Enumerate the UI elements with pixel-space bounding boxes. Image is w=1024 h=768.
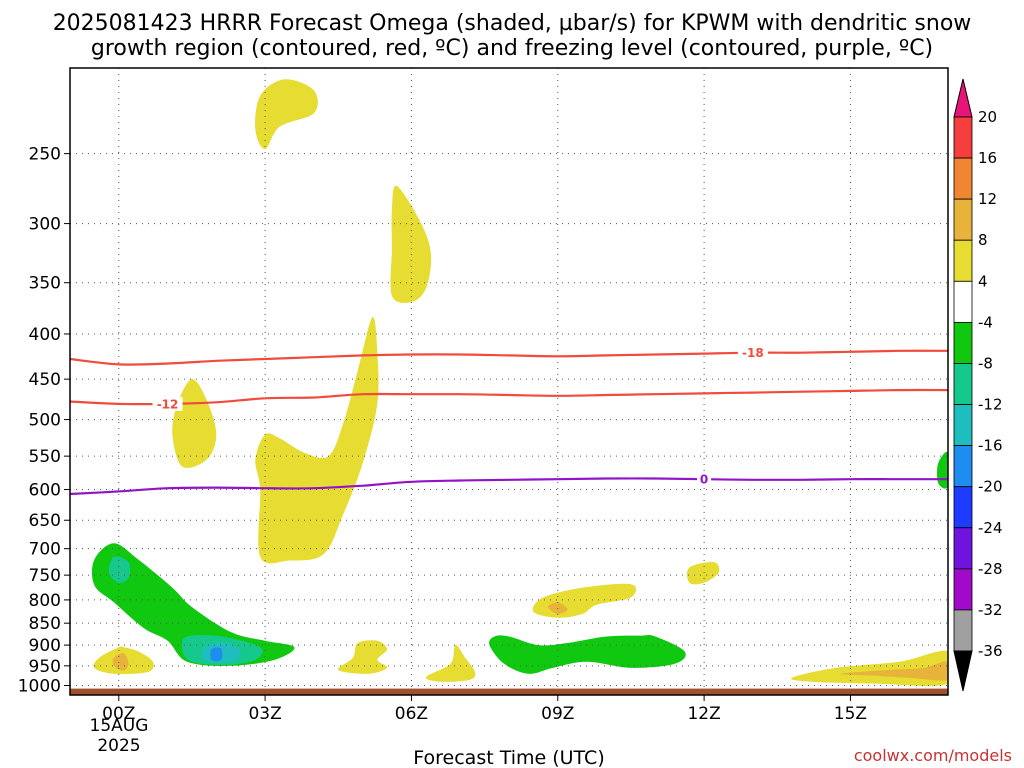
contour-line <box>70 349 948 366</box>
omega-region <box>210 647 223 662</box>
colorbar-label: -32 <box>978 601 1003 619</box>
omega-region <box>172 379 217 468</box>
omega-region <box>112 653 129 671</box>
contour-label: -18 <box>742 346 764 360</box>
omega-region <box>489 635 686 674</box>
x-tick-label: 09Z <box>541 704 574 724</box>
contour-layer: -18 -12 0 <box>70 345 948 496</box>
y-tick-label: 300 <box>29 215 61 235</box>
omega-region <box>255 79 318 150</box>
y-tick-label: 1000 <box>18 677 61 697</box>
x-tick-label: 03Z <box>248 704 281 724</box>
y-tick-label: 850 <box>29 614 61 634</box>
terrain-bar <box>70 688 948 695</box>
colorbar-label: -20 <box>978 478 1003 496</box>
x-tick-label: 12Z <box>687 704 720 724</box>
omega-region <box>255 317 379 564</box>
y-tick-label: 350 <box>29 274 61 294</box>
colorbar-label: -36 <box>978 642 1003 660</box>
colorbar-label: -16 <box>978 437 1003 455</box>
contour-line <box>70 388 948 406</box>
plot-background <box>70 68 948 695</box>
contour-line <box>70 477 948 496</box>
contour-label: -12 <box>157 397 179 411</box>
x-tick-label: 00Z <box>102 704 135 724</box>
contour-label: 0 <box>700 473 708 487</box>
colorbar-label: 20 <box>978 108 997 126</box>
omega-region <box>91 543 295 666</box>
colorbar-segment <box>953 157 973 200</box>
omega-region <box>425 645 476 682</box>
contour-label-bg <box>737 345 768 360</box>
colorbar-segment <box>953 609 973 652</box>
colorbar-label: -8 <box>978 354 993 372</box>
y-tick-label: 650 <box>29 511 61 531</box>
colorbar-label: -12 <box>978 396 1003 414</box>
contour-label-bg <box>697 472 712 487</box>
contour-label-bg <box>152 396 183 411</box>
omega-region <box>338 640 388 674</box>
terrain-layer <box>70 688 948 695</box>
colorbar-label: 8 <box>978 231 988 249</box>
y-tick-label: 950 <box>29 657 61 677</box>
colorbar-label: 4 <box>978 272 988 290</box>
x-axis-ticks: 00Z 03Z 06Z 09Z 12Z 15Z <box>102 695 867 724</box>
omega-region <box>686 561 720 585</box>
colorbar-label: 12 <box>978 190 997 208</box>
y-tick-label: 700 <box>29 540 61 560</box>
y-tick-label: 750 <box>29 566 61 586</box>
colorbar-label: 16 <box>978 149 997 167</box>
credit-text[interactable]: coolwx.com/models <box>854 746 1012 765</box>
y-tick-label: 550 <box>29 447 61 467</box>
y-tick-label: 250 <box>29 145 61 165</box>
colorbar-label: -4 <box>978 313 993 331</box>
colorbar-segment <box>953 527 973 570</box>
y-tick-label: 900 <box>29 636 61 656</box>
plot-frame <box>69 67 949 696</box>
colorbar-label: -24 <box>978 519 1003 537</box>
colorbar: 20 16 12 8 4 -4 -8 -12 -16 -20 -24 -28 -32 -36 <box>953 78 1003 692</box>
chart-title-line-2: growth region (contoured, red, ºC) and f… <box>91 36 933 61</box>
x-axis-label: Forecast Time (UTC) <box>413 747 604 768</box>
omega-region <box>390 185 432 303</box>
x-tick-label: 06Z <box>395 704 428 724</box>
y-tick-label: 800 <box>29 591 61 611</box>
colorbar-segment <box>953 116 973 159</box>
y-tick-label: 400 <box>29 325 61 345</box>
colorbar-segment <box>953 445 973 488</box>
x-date-year: 2025 <box>97 736 140 756</box>
colorbar-segment <box>953 239 973 282</box>
colorbar-segment <box>953 568 973 611</box>
colorbar-segment <box>953 404 973 447</box>
x-date-day: 15AUG <box>90 716 149 736</box>
colorbar-segment <box>953 198 973 241</box>
y-tick-label: 450 <box>29 370 61 390</box>
omega-region <box>840 661 948 681</box>
y-tick-label: 600 <box>29 481 61 501</box>
chart-title-line-1: 2025081423 HRRR Forecast Omega (shaded, … <box>53 11 972 36</box>
omega-region <box>108 556 131 583</box>
colorbar-segment <box>953 363 973 405</box>
colorbar-label: -28 <box>978 560 1003 578</box>
colorbar-segment <box>953 321 973 364</box>
y-axis-ticks: 2503003504004505005506006507007508008509… <box>18 145 70 697</box>
colorbar-top-arrow <box>953 78 973 118</box>
y-tick-label: 500 <box>29 411 61 431</box>
colorbar-bottom-arrow <box>953 650 973 692</box>
colorbar-segment <box>953 486 973 529</box>
x-tick-label: 15Z <box>834 704 867 724</box>
grid-layer <box>70 68 948 695</box>
omega-shading-layer <box>91 79 948 687</box>
colorbar-segment <box>953 280 973 323</box>
